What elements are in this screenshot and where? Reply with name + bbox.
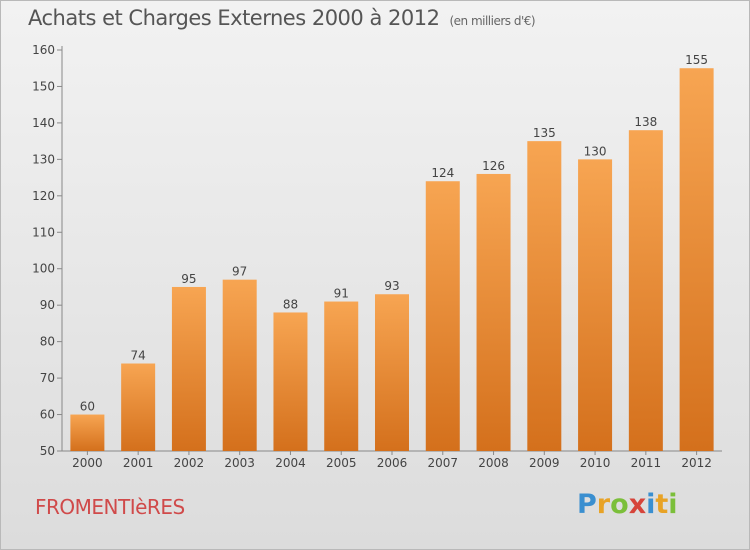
y-tick-label: 100 xyxy=(32,262,55,276)
bar xyxy=(273,312,308,451)
proxiti-logo[interactable]: Proxiti xyxy=(577,489,678,520)
bar-value-label: 124 xyxy=(431,166,454,180)
bar xyxy=(222,279,257,451)
bar xyxy=(527,141,562,452)
y-tick-label: 80 xyxy=(40,335,55,349)
y-tick-label: 120 xyxy=(32,189,55,203)
bar-value-label: 138 xyxy=(634,115,657,129)
bar-value-label: 93 xyxy=(384,279,399,293)
logo-letter: i xyxy=(646,489,656,520)
x-tick-label: 2005 xyxy=(326,456,357,470)
y-tick-label: 60 xyxy=(40,408,55,422)
bar-value-label: 155 xyxy=(685,53,708,67)
x-tick-label: 2002 xyxy=(174,456,205,470)
bar-value-label: 88 xyxy=(283,297,298,311)
bar xyxy=(476,173,511,452)
x-tick-label: 2010 xyxy=(580,456,611,470)
bar-value-label: 74 xyxy=(131,349,146,363)
bar-value-label: 91 xyxy=(334,287,349,301)
logo-letter: o xyxy=(610,489,629,520)
logo-letter: i xyxy=(668,489,678,520)
bar-value-label: 97 xyxy=(232,265,247,279)
chart-title-text: Achats et Charges Externes 2000 à 2012 xyxy=(28,6,440,30)
bar xyxy=(121,363,156,451)
bar xyxy=(578,159,613,451)
y-tick-label: 50 xyxy=(40,444,55,458)
bar xyxy=(679,68,714,452)
chart-subtitle: (en milliers d'€) xyxy=(449,14,536,28)
y-tick-label: 110 xyxy=(32,225,55,239)
x-tick-label: 2011 xyxy=(631,456,662,470)
logo-letter: t xyxy=(655,489,669,520)
x-tick-label: 2008 xyxy=(478,456,509,470)
bar-value-label: 126 xyxy=(482,159,505,173)
logo-letter: x xyxy=(628,489,647,520)
bar xyxy=(70,414,105,451)
bar xyxy=(171,286,206,451)
y-tick-label: 70 xyxy=(40,371,55,385)
x-tick-label: 2004 xyxy=(275,456,306,470)
bar xyxy=(375,294,409,451)
y-tick-label: 140 xyxy=(32,116,55,130)
x-tick-label: 2009 xyxy=(529,456,560,470)
bar-value-label: 130 xyxy=(584,144,607,158)
bar-value-label: 135 xyxy=(533,126,556,140)
y-tick-label: 130 xyxy=(32,152,55,166)
x-tick-label: 2007 xyxy=(427,456,458,470)
x-tick-label: 2003 xyxy=(224,456,255,470)
bar-value-label: 60 xyxy=(80,400,95,414)
chart-title: Achats et Charges Externes 2000 à 2012 (e… xyxy=(28,6,536,30)
logo-letter: P xyxy=(577,489,597,520)
commune-name: FROMENTIèRES xyxy=(35,495,185,519)
y-tick-label: 90 xyxy=(40,298,55,312)
bar xyxy=(628,130,663,451)
logo-letter: r xyxy=(596,489,611,520)
bar-value-label: 95 xyxy=(181,272,196,286)
x-tick-label: 2006 xyxy=(377,456,408,470)
bar xyxy=(324,301,359,451)
y-tick-label: 150 xyxy=(32,79,55,93)
x-tick-label: 2001 xyxy=(123,456,154,470)
y-tick-label: 160 xyxy=(32,43,55,57)
x-tick-label: 2012 xyxy=(681,456,712,470)
bar xyxy=(425,181,460,451)
x-tick-label: 2000 xyxy=(72,456,103,470)
